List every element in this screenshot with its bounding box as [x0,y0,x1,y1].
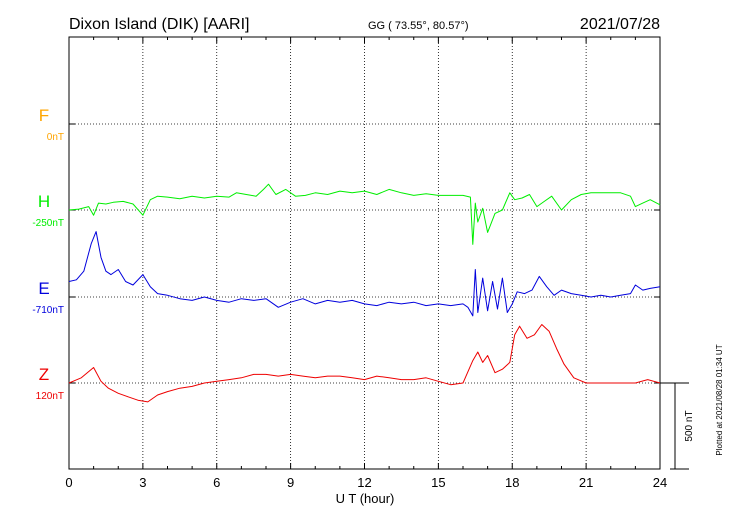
plotted-at-note: Plotted at 2021/08/28 01:34 UT [715,344,724,455]
component-label-H: H [38,192,50,211]
x-tick-label-0: 0 [65,475,72,490]
x-tick-label-21: 21 [579,475,593,490]
baseline-label-H: -250nT [32,218,64,229]
x-tick-label-6: 6 [213,475,220,490]
x-axis-label: U T (hour) [336,491,395,506]
series-line-H [68,183,661,245]
date-label: 2021/07/28 [580,16,660,33]
x-tick-label-24: 24 [653,475,667,490]
scale-bar-label: 500 nT [684,410,695,441]
series-group [68,183,661,403]
component-label-E: E [38,279,49,298]
x-tick-label-3: 3 [139,475,146,490]
scale-bar: 500 nT [660,382,695,470]
x-tick-label-9: 9 [287,475,294,490]
x-tick-label-12: 12 [357,475,371,490]
baseline-label-F: 0nT [47,132,64,143]
baseline-label-E: -710nT [32,305,64,316]
station-coordinates: GG ( 73.55°, 80.57°) [368,20,469,32]
series-line-E [68,231,661,317]
component-labels: F 0nT H -250nT E -710nT Z 120nT [32,106,64,402]
x-tick-label-18: 18 [505,475,519,490]
x-tick-labels: 0 3 6 9 12 15 18 21 24 [65,475,667,490]
component-label-F: F [39,106,49,125]
station-title: Dixon Island (DIK) [AARI] [69,16,250,33]
x-tick-label-15: 15 [431,475,445,490]
grid [68,37,661,469]
series-line-Z [68,324,661,403]
component-label-Z: Z [39,365,49,384]
baseline-label-Z: 120nT [36,391,64,402]
